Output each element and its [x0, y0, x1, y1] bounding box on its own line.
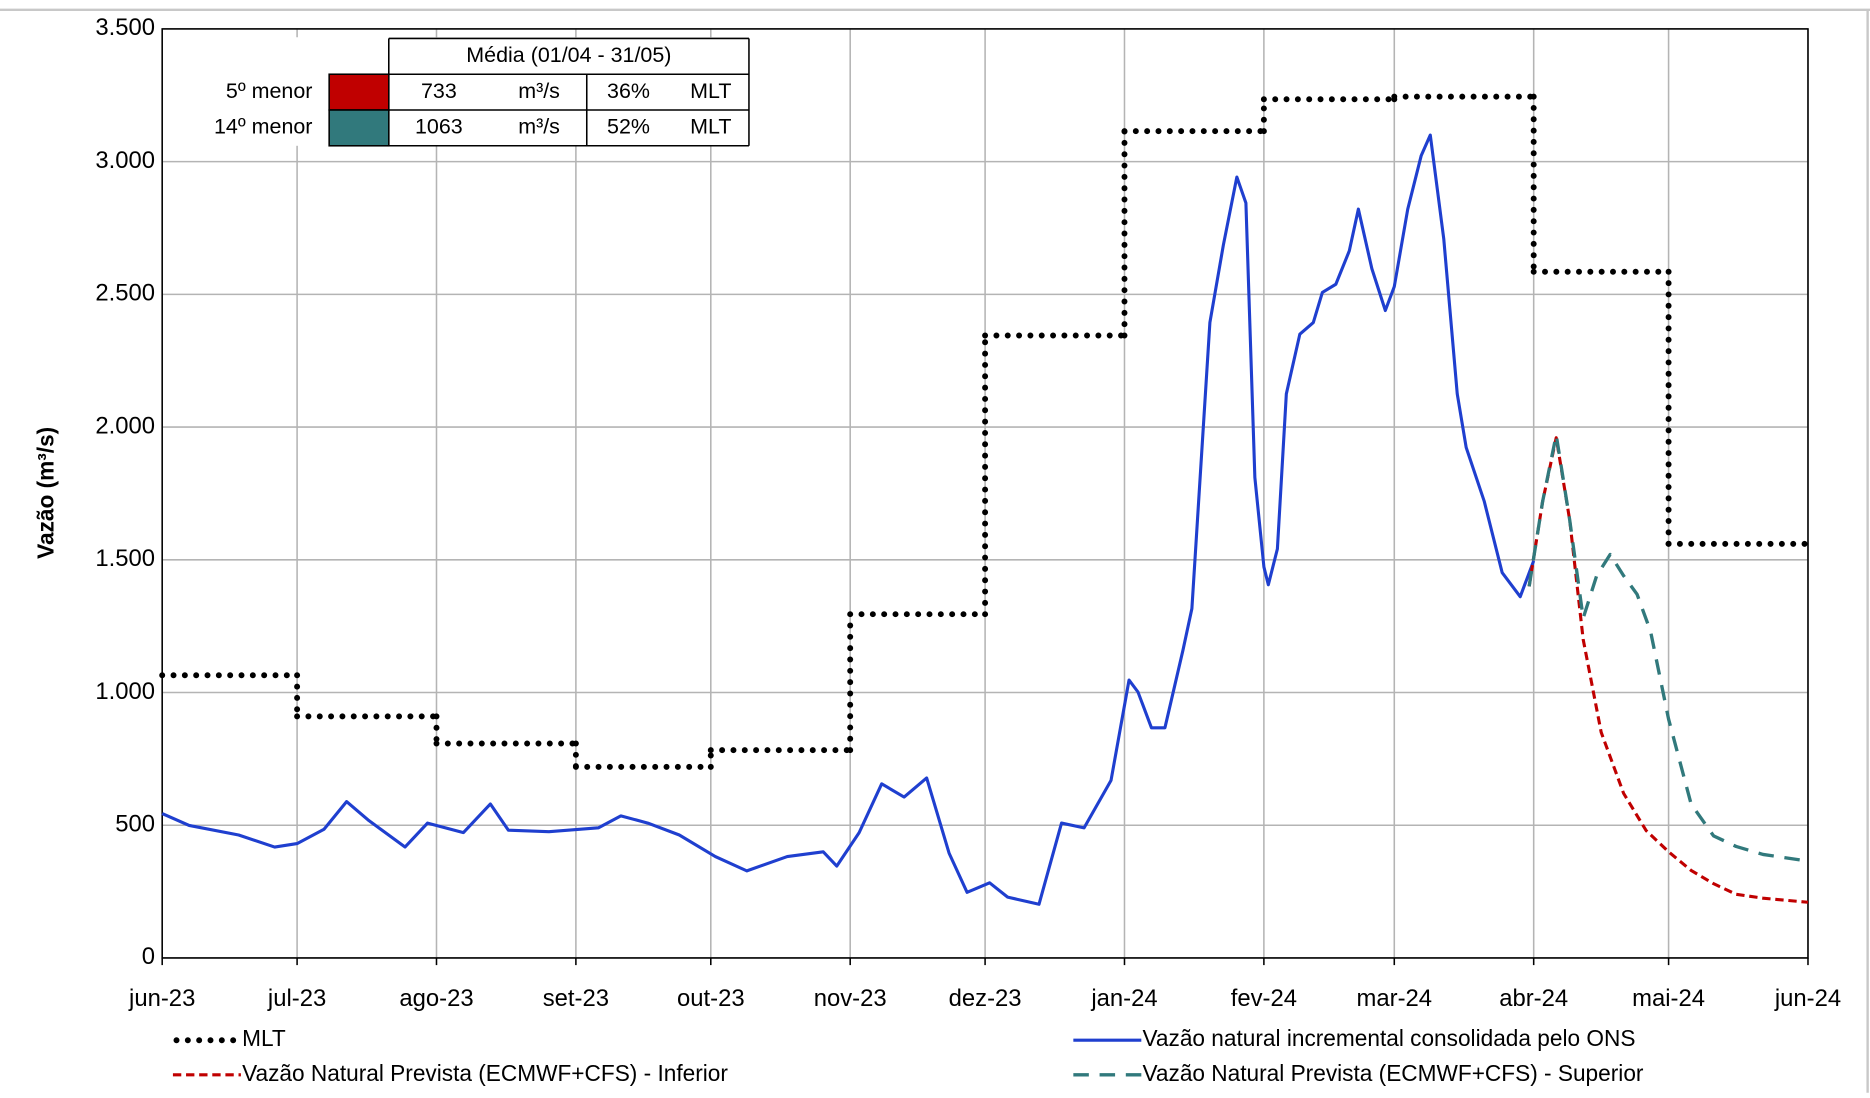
- series-line: [161, 133, 1536, 906]
- row-percent: 52%: [607, 115, 650, 139]
- row-reference: MLT: [690, 79, 731, 103]
- y-tick-label: 1.000: [95, 678, 155, 705]
- y-tick-label: 3.500: [95, 14, 155, 41]
- row-percent: 36%: [607, 79, 650, 103]
- x-tick-label: jul-23: [267, 985, 326, 1012]
- x-tick-label: out-23: [677, 985, 745, 1012]
- legend-label: Vazão natural incremental consolidada pe…: [1143, 1025, 1636, 1051]
- x-tick-label: dez-23: [949, 985, 1022, 1012]
- series-line: [1527, 433, 1809, 863]
- x-tick-label: jan-24: [1090, 985, 1157, 1012]
- x-tick-label: set-23: [543, 985, 609, 1012]
- row-color: [328, 73, 390, 111]
- row-label: 14º menor: [214, 115, 312, 139]
- y-tick-label: 3.000: [95, 147, 155, 174]
- inset-table: Média (01/04 - 31/05) 5º menor 733 m³/s 36% M…: [166, 37, 752, 147]
- y-tick-label: 2.500: [95, 280, 155, 307]
- legend-label: Vazão Natural Prevista (ECMWF+CFS) - Inf…: [242, 1060, 728, 1086]
- x-tick-label: fev-24: [1231, 985, 1297, 1012]
- row-value: 1063: [415, 115, 463, 139]
- legend-label: MLT: [242, 1025, 286, 1051]
- x-tick-label: nov-23: [814, 985, 887, 1012]
- x-tick-label: mai-24: [1632, 985, 1705, 1012]
- row-unit: m³/s: [518, 115, 560, 139]
- x-tick-label: jun-24: [1774, 985, 1841, 1012]
- row-unit: m³/s: [518, 79, 560, 103]
- legend-label: Vazão Natural Prevista (ECMWF+CFS) - Sup…: [1143, 1060, 1644, 1086]
- plot-frame: [161, 28, 1809, 959]
- y-tick-label: 500: [115, 811, 155, 838]
- row-reference: MLT: [690, 115, 731, 139]
- y-tick-label: 0: [142, 943, 155, 970]
- x-tick-label: jun-23: [128, 985, 195, 1012]
- y-tick-label: 1.500: [95, 545, 155, 572]
- x-tick-label: abr-24: [1499, 985, 1568, 1012]
- y-tick-label: 2.000: [95, 412, 155, 439]
- row-value: 733: [421, 79, 457, 103]
- table-bg: [166, 37, 752, 146]
- x-tick-label: ago-23: [399, 985, 473, 1012]
- table-header: Média (01/04 - 31/05): [466, 43, 671, 67]
- row-color: [328, 109, 390, 147]
- row-label: 5º menor: [226, 79, 313, 103]
- x-tick-label: mar-24: [1357, 985, 1433, 1012]
- y-axis-title: Vazão (m³/s): [33, 427, 59, 559]
